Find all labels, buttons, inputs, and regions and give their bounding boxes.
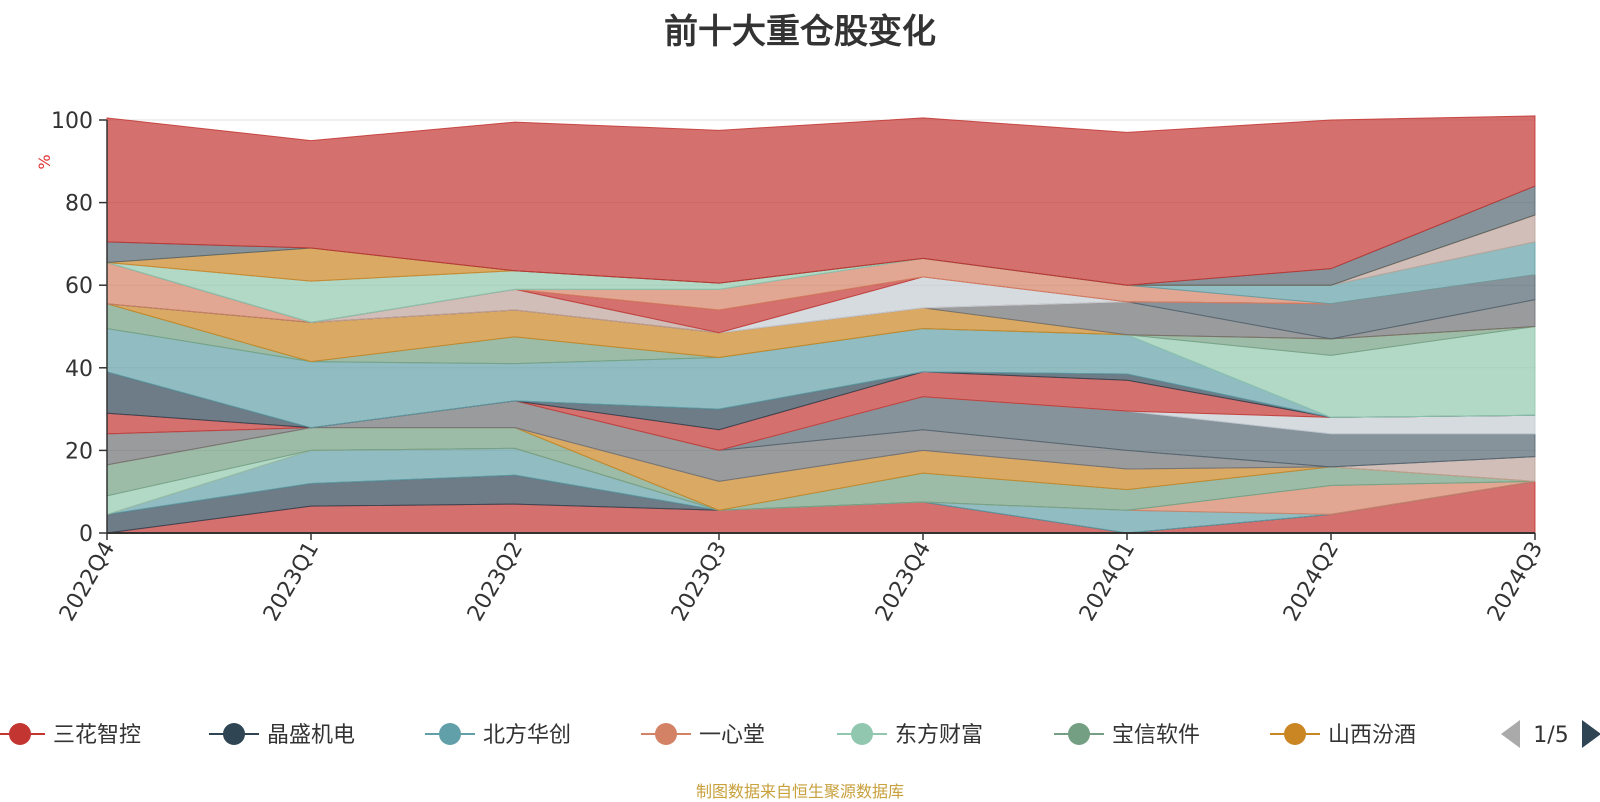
legend-label: 东方财富	[895, 723, 983, 748]
data-source-note: 制图数据来自恒生聚源数据库	[695, 782, 904, 801]
y-tick-label: 20	[65, 439, 93, 464]
legend-label: 一心堂	[699, 723, 765, 748]
y-tick-label: 60	[65, 274, 93, 299]
area-series-29	[106, 115, 1536, 286]
legend-label: 晶盛机电	[267, 723, 355, 748]
x-tick-label: 2023Q4	[871, 538, 936, 626]
legend-item[interactable]: 三花智控	[0, 723, 141, 748]
legend-marker	[851, 723, 873, 745]
legend-marker	[223, 723, 245, 745]
legend: 三花智控晶盛机电北方华创一心堂东方财富宝信软件山西汾酒美的集团海	[0, 723, 1416, 748]
legend-marker	[1068, 723, 1090, 745]
y-tick-label: 40	[65, 357, 93, 382]
legend-item[interactable]: 晶盛机电	[209, 723, 355, 748]
x-tick-label: 2024Q1	[1075, 538, 1140, 626]
y-tick-label: 0	[79, 522, 93, 547]
x-tick-label: 2022Q4	[55, 538, 120, 626]
legend-item[interactable]: 东方财富	[837, 723, 983, 748]
legend-label: 山西汾酒	[1328, 723, 1416, 748]
legend-next-icon[interactable]	[1582, 720, 1600, 748]
legend-marker	[655, 723, 677, 745]
y-tick-label: 80	[65, 192, 93, 217]
legend-item[interactable]: 北方华创	[425, 723, 571, 748]
legend-marker	[439, 723, 461, 745]
x-tick-label: 2023Q1	[259, 538, 324, 626]
x-tick-label: 2024Q3	[1483, 538, 1548, 626]
x-tick-label: 2023Q3	[667, 538, 732, 626]
legend-label: 北方华创	[483, 723, 571, 748]
legend-page-indicator: 1/5	[1533, 723, 1568, 748]
x-tick-label: 2024Q2	[1279, 538, 1344, 626]
legend-label: 三花智控	[53, 723, 141, 748]
legend-item[interactable]: 宝信软件	[1054, 723, 1200, 748]
chart-title: 前十大重仓股变化	[664, 12, 936, 52]
legend-item[interactable]: 山西汾酒	[1270, 723, 1416, 748]
legend-prev-icon[interactable]	[1501, 720, 1520, 748]
legend-marker	[9, 723, 31, 745]
legend-item[interactable]: 一心堂	[641, 723, 765, 748]
y-tick-label: 100	[51, 109, 93, 134]
y-axis-label: %	[35, 154, 54, 169]
legend-marker	[1284, 723, 1306, 745]
legend-label: 宝信软件	[1112, 723, 1200, 748]
x-tick-label: 2023Q2	[463, 538, 528, 626]
